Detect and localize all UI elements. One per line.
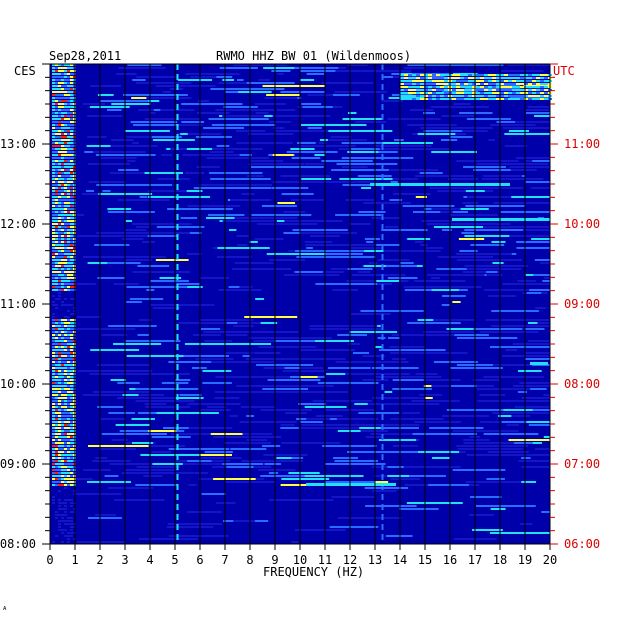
event-streak-0 xyxy=(306,483,396,486)
left-tick-label-13:00: 13:00 xyxy=(0,137,36,151)
right-tick-label-08:00: 08:00 xyxy=(564,377,600,391)
x-tick-label-7: 7 xyxy=(221,553,228,567)
x-tick-label-10: 10 xyxy=(293,553,307,567)
left-tick-label-09:00: 09:00 xyxy=(0,457,36,471)
x-tick-label-0: 0 xyxy=(46,553,53,567)
x-tick-label-13: 13 xyxy=(368,553,382,567)
left-axis-label: CES xyxy=(14,64,36,78)
left-tick-label-08:00: 08:00 xyxy=(0,537,36,551)
x-tick-label-20: 20 xyxy=(543,553,557,567)
x-tick-label-14: 14 xyxy=(393,553,407,567)
spectrogram-texture xyxy=(52,64,552,543)
x-axis-label: FREQUENCY (HZ) xyxy=(263,565,365,579)
x-tick-label-5: 5 xyxy=(171,553,178,567)
chart-title: RWMO HHZ BW 01 (Wildenmoos) xyxy=(216,49,412,63)
x-tick-label-11: 11 xyxy=(318,553,332,567)
x-tick-label-3: 3 xyxy=(121,553,128,567)
footer-mark: ᴬ xyxy=(2,606,8,616)
x-tick-label-6: 6 xyxy=(196,553,203,567)
right-tick-label-09:00: 09:00 xyxy=(564,297,600,311)
event-streak-1 xyxy=(370,183,510,186)
right-axis-label: UTC xyxy=(553,64,575,78)
x-tick-label-18: 18 xyxy=(493,553,507,567)
right-tick-label-07:00: 07:00 xyxy=(564,457,600,471)
left-tick-label-10:00: 10:00 xyxy=(0,377,36,391)
x-tick-label-1: 1 xyxy=(71,553,78,567)
chart-date: Sep28,2011 xyxy=(49,49,122,63)
x-tick-label-15: 15 xyxy=(418,553,432,567)
x-tick-label-9: 9 xyxy=(271,553,278,567)
x-tick-label-2: 2 xyxy=(96,553,103,567)
x-tick-label-4: 4 xyxy=(146,553,153,567)
x-tick-label-19: 19 xyxy=(518,553,532,567)
x-tick-label-16: 16 xyxy=(443,553,457,567)
event-streak-2 xyxy=(452,218,550,221)
right-tick-label-10:00: 10:00 xyxy=(564,217,600,231)
left-tick-label-12:00: 12:00 xyxy=(0,217,36,231)
x-tick-label-8: 8 xyxy=(246,553,253,567)
x-tick-label-17: 17 xyxy=(468,553,482,567)
right-tick-label-11:00: 11:00 xyxy=(564,137,600,151)
x-tick-label-12: 12 xyxy=(343,553,357,567)
left-tick-label-11:00: 11:00 xyxy=(0,297,36,311)
event-streak-3 xyxy=(530,362,548,365)
right-tick-label-06:00: 06:00 xyxy=(564,537,600,551)
